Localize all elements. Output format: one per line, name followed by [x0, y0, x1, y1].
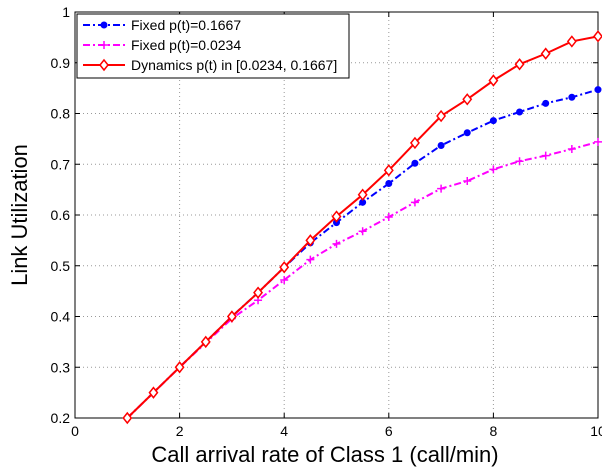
x-axis-label: Call arrival rate of Class 1 (call/min) [151, 442, 498, 467]
marker [489, 117, 497, 125]
legend-label: Dynamics p(t) in [0.0234, 0.1667] [131, 57, 337, 73]
marker [280, 275, 289, 284]
legend-label: Fixed p(t)=0.1667 [131, 17, 241, 33]
marker [411, 159, 419, 167]
marker [566, 35, 577, 48]
marker [488, 74, 499, 87]
marker [148, 386, 159, 399]
y-tick-label: 0.2 [51, 410, 71, 426]
marker [410, 198, 419, 207]
marker [567, 145, 576, 154]
y-tick-label: 0.4 [51, 309, 71, 325]
marker [594, 137, 602, 146]
x-tick-label: 6 [385, 423, 393, 439]
marker [200, 335, 211, 349]
marker [463, 176, 472, 185]
marker [122, 411, 133, 425]
y-tick-label: 0.8 [51, 106, 71, 122]
marker [358, 227, 367, 236]
marker [436, 109, 447, 123]
marker [568, 93, 576, 101]
x-tick-label: 10 [590, 423, 602, 439]
marker [515, 157, 524, 166]
x-tick-label: 8 [490, 423, 498, 439]
legend-marker [100, 21, 108, 29]
marker [385, 180, 393, 188]
marker [437, 141, 445, 149]
y-tick-label: 0.9 [51, 55, 71, 71]
marker [305, 234, 316, 247]
y-tick-label: 0.3 [51, 359, 71, 375]
marker [383, 164, 394, 177]
marker [463, 129, 471, 137]
legend-marker [99, 58, 109, 72]
y-tick-label: 1 [62, 4, 70, 20]
y-tick-label: 0.6 [51, 207, 71, 223]
plot-frame [74, 11, 599, 419]
x-tick-label: 4 [280, 423, 288, 439]
marker [541, 151, 550, 160]
marker [306, 255, 315, 264]
legend-marker [100, 41, 108, 49]
marker [540, 47, 551, 60]
marker [174, 361, 185, 374]
marker [279, 261, 290, 274]
marker [593, 30, 602, 43]
marker [462, 93, 473, 106]
marker [489, 165, 498, 174]
marker [331, 210, 342, 223]
marker [542, 99, 550, 107]
marker [384, 213, 393, 222]
marker [437, 184, 446, 193]
x-tick-label: 0 [71, 423, 79, 439]
y-axis-label: Link Utilization [7, 144, 32, 286]
legend-box [76, 13, 350, 79]
marker [226, 310, 237, 323]
y-tick-label: 0.7 [51, 156, 71, 172]
marker [357, 188, 368, 201]
marker [332, 239, 341, 248]
marker [253, 286, 264, 299]
y-tick-label: 0.5 [51, 258, 71, 274]
marker [409, 136, 420, 150]
marker [514, 58, 525, 71]
legend-label: Fixed p(t)=0.0234 [131, 37, 241, 53]
x-tick-label: 2 [176, 423, 184, 439]
marker [516, 108, 524, 116]
marker [594, 86, 602, 94]
